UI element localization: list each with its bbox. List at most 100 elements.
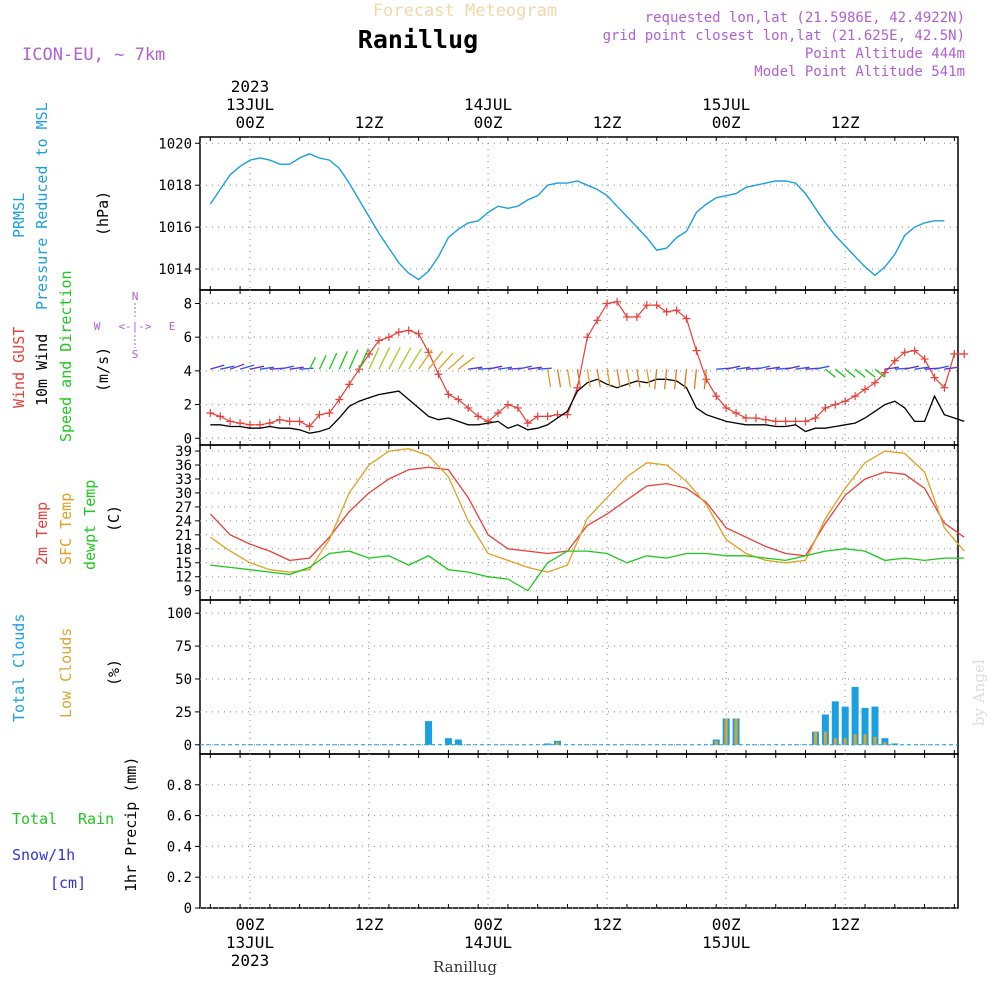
wind-direction-arrow (517, 365, 532, 370)
gust-marker (851, 392, 860, 401)
wind-direction-arrow (703, 369, 707, 390)
compass-east: E (169, 320, 176, 333)
gust-marker (533, 412, 542, 421)
y-tick-label: 1016 (158, 220, 192, 236)
gust-marker (732, 408, 741, 417)
wind-direction-arrow (328, 352, 338, 370)
dewpt-temp-line (210, 548, 965, 592)
compass-north: N (132, 290, 139, 303)
gust-marker (662, 307, 671, 316)
wind-direction-arrow (497, 366, 513, 370)
chart-panels: 1014101610181020024689121518212427303336… (158, 136, 969, 917)
wind-direction-arrow (249, 365, 265, 370)
gust-marker (275, 415, 284, 424)
gust-marker (315, 410, 324, 419)
wind-direction-arrow (220, 365, 235, 370)
wind-direction-arrow (864, 368, 876, 378)
wind-direction-arrow (239, 364, 255, 370)
wind-direction-arrow (586, 369, 591, 388)
gust-marker (384, 333, 393, 342)
low-cloud-bar (734, 718, 738, 745)
precip-frame (199, 753, 959, 909)
time-label-bottom: 12Z (831, 915, 860, 934)
total-cloud-bar (831, 701, 839, 745)
model-altitude: Model Point Altitude 541m (754, 64, 965, 80)
gust-marker (236, 419, 245, 428)
time-label-top: 12Z (831, 113, 860, 132)
wind-direction-arrow (388, 346, 401, 370)
gust-marker (494, 408, 502, 417)
total-cloud-bar (841, 706, 849, 745)
gust-marker (444, 390, 453, 399)
wind-speed-line (210, 378, 965, 434)
time-label-bottom: 2023 (231, 951, 270, 970)
gust-marker (910, 346, 919, 355)
total-cloud-bar (821, 714, 829, 745)
gust-marker (801, 417, 810, 426)
page-title: Ranillug (358, 25, 478, 54)
wind-direction-arrow (428, 350, 444, 370)
gust-marker (751, 414, 760, 423)
wind-direction-arrow (693, 369, 698, 390)
wind-direction-arrow (606, 369, 611, 388)
gust-marker (702, 375, 711, 384)
y-tick-label: 15 (175, 556, 192, 572)
y-tick-label: 75 (175, 639, 192, 655)
wind-direction-arrow (944, 366, 959, 370)
gust-marker (374, 336, 383, 345)
grid-point-location: grid point closest lon,lat (21.625E, 42.… (603, 28, 965, 44)
gust-marker (265, 419, 274, 428)
gust-marker (742, 414, 750, 423)
wind-direction-arrow (437, 352, 454, 370)
total-cloud-bar (851, 686, 859, 745)
wind-unit: (m/s) (94, 347, 112, 392)
wind-direction-arrow (646, 369, 651, 388)
wind-direction-arrow (348, 349, 359, 370)
gust-marker (583, 333, 592, 342)
total-cloud-bar (871, 706, 879, 745)
gust-marker (791, 417, 800, 426)
wind-direction-arrow (683, 369, 688, 390)
wind-direction-arrow (663, 369, 668, 390)
low-cloud-bar (823, 731, 827, 745)
wind-panel: 0 2 4 6 8 (184, 290, 969, 447)
pressure-labels: PRMSL Pressure Reduced to MSL (hPa) (10, 102, 112, 310)
wind-direction-arrow (795, 366, 810, 370)
gust-marker (652, 301, 661, 310)
time-label-bottom: 15JUL (702, 933, 750, 952)
time-label-top: 00Z (474, 113, 503, 132)
wind-direction-arrow (487, 365, 503, 370)
time-label-bottom: 12Z (593, 915, 622, 934)
wind-direction-arrow (318, 354, 327, 370)
time-label-top: 00Z (236, 113, 265, 132)
sfc-temp-label: SFC Temp (57, 493, 75, 565)
gust-marker (305, 422, 314, 431)
y-tick-label: 1018 (158, 178, 192, 194)
pressure-msl-label: Pressure Reduced to MSL (33, 102, 51, 310)
gust-marker (513, 403, 522, 412)
total-clouds-label: Total Clouds (10, 614, 28, 722)
gust-marker (543, 412, 552, 421)
precip-panel: 0 0.2 0.4 0.6 0.8 (167, 753, 959, 917)
gust-marker (613, 297, 622, 306)
gust-marker (692, 346, 701, 355)
gust-marker (394, 328, 403, 337)
time-label-top: 13JUL (226, 95, 274, 114)
gust-marker (335, 395, 344, 404)
footer-location: Ranillug (433, 958, 497, 976)
y-tick-label: 30 (175, 486, 192, 502)
wind-direction-arrow (418, 349, 433, 370)
wind-direction-arrow (654, 369, 658, 390)
total-cloud-bar (861, 707, 869, 745)
snow-unit: [cm] (50, 874, 86, 892)
wind-direction-arrow (596, 369, 601, 388)
wind-direction-arrow (398, 347, 412, 370)
gust-marker (781, 417, 790, 426)
total-cloud-bar (454, 739, 462, 745)
cloud-labels: Total Clouds Low Clouds (%) (10, 614, 123, 722)
y-tick-label: 36 (175, 458, 192, 474)
wind-direction-arrow (556, 369, 562, 388)
gust-marker (761, 415, 770, 424)
y-tick-label: 1020 (158, 136, 192, 152)
gust-marker (950, 350, 959, 359)
